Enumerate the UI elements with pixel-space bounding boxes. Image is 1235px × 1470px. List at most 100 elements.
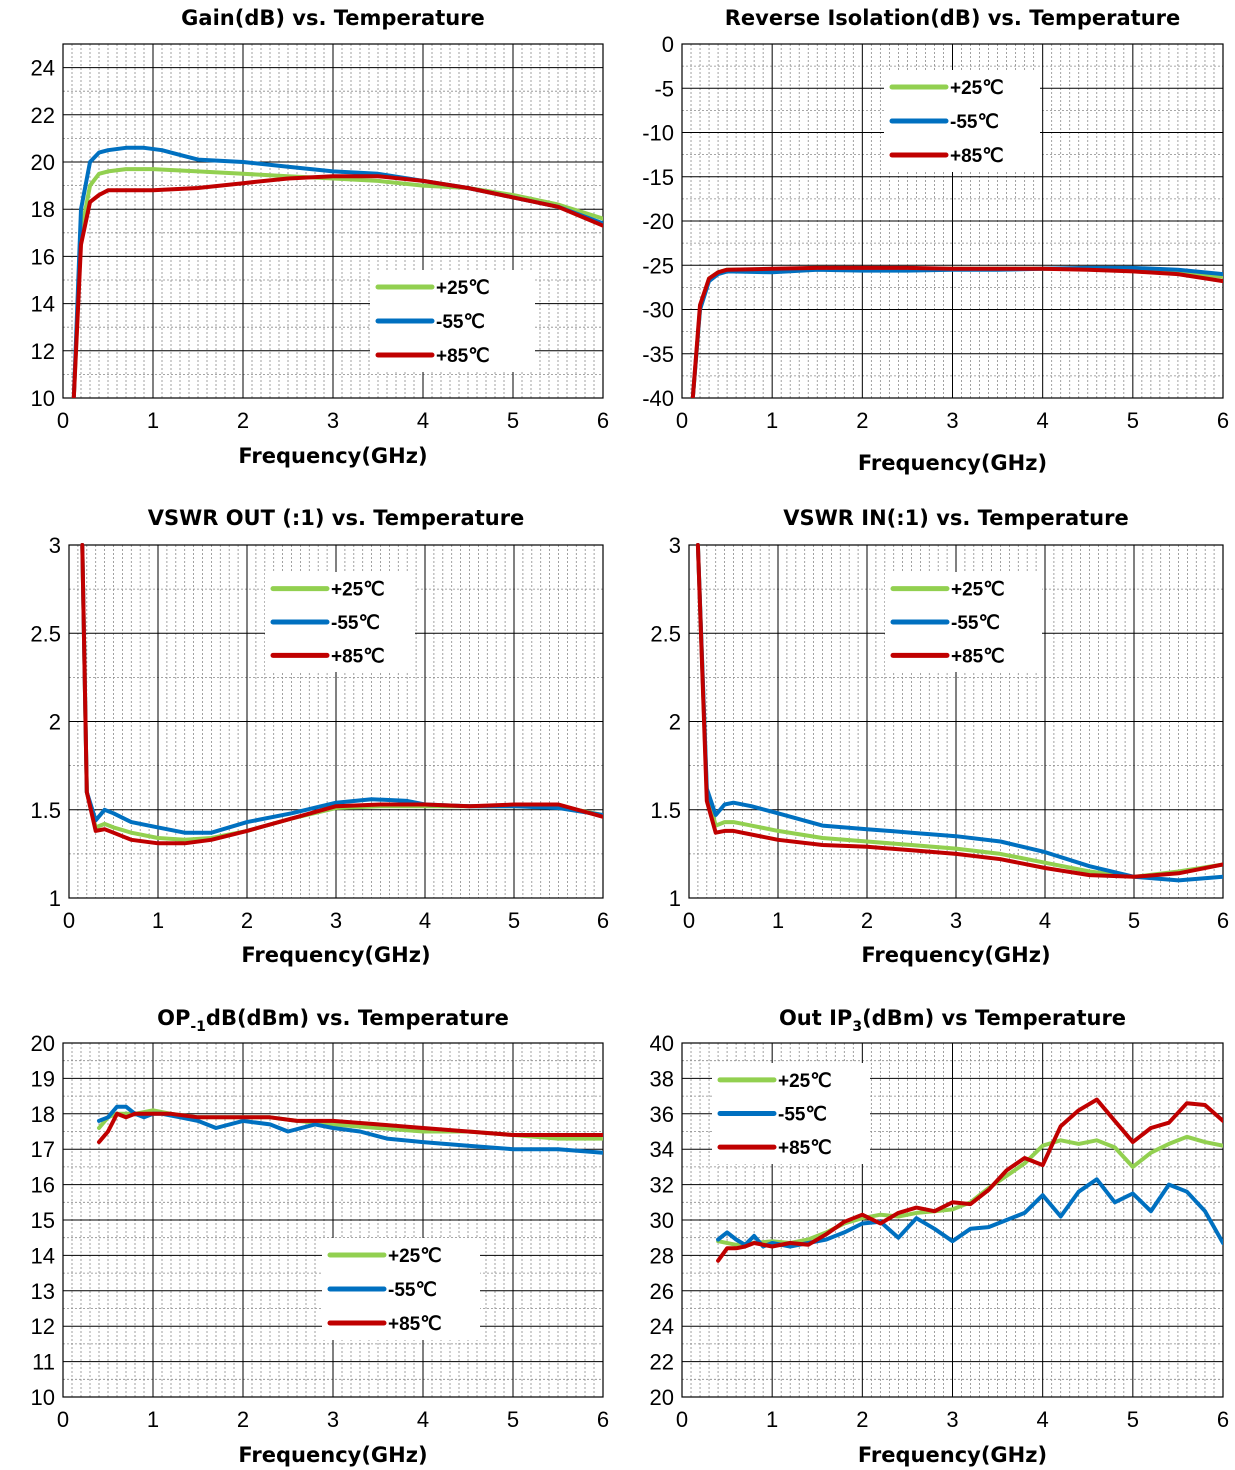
chart-2: Reverse Isolation(dB) vs. Temperature 0 1 2… bbox=[642, 6, 1229, 475]
x-tick-label: 2 bbox=[237, 408, 249, 433]
x-tick-label: 5 bbox=[1128, 908, 1140, 933]
legend-label: +25℃ bbox=[388, 1246, 442, 1267]
y-tick-label: 2 bbox=[669, 710, 681, 735]
y-tick-label: 28 bbox=[650, 1243, 674, 1268]
legend-label: +85℃ bbox=[950, 146, 1004, 167]
chart-title: Reverse Isolation(dB) vs. Temperature bbox=[725, 6, 1181, 30]
legend-label: -55℃ bbox=[951, 613, 1000, 634]
chart-title: VSWR IN(:1) vs. Temperature bbox=[783, 506, 1128, 530]
y-tick-label: 10 bbox=[31, 1385, 55, 1410]
y-tick-label: 38 bbox=[650, 1066, 674, 1091]
y-tick-label: 2.5 bbox=[650, 621, 681, 646]
x-tick-label: 4 bbox=[417, 408, 429, 433]
plot-frame bbox=[62, 43, 604, 399]
series-line-3 bbox=[690, 265, 1223, 398]
series-line-2 bbox=[97, 1104, 603, 1155]
plot-frame bbox=[62, 1042, 604, 1398]
x-tick-label: 4 bbox=[1039, 908, 1051, 933]
y-tick-label: 34 bbox=[650, 1137, 674, 1162]
legend-label: +25℃ bbox=[951, 580, 1005, 601]
x-tick-label: 1 bbox=[766, 1407, 778, 1432]
x-tick-label: 0 bbox=[57, 1407, 69, 1432]
y-tick-label: 14 bbox=[31, 292, 55, 317]
x-tick-label: 6 bbox=[1217, 408, 1229, 433]
x-axis-label: Frequency(GHz) bbox=[238, 1443, 427, 1467]
y-tick-label: 10 bbox=[31, 386, 55, 411]
x-tick-label: 6 bbox=[597, 408, 609, 433]
y-tick-label: 1.5 bbox=[650, 798, 681, 823]
series-line-3 bbox=[695, 543, 1223, 879]
y-tick-label: 2.5 bbox=[30, 621, 61, 646]
y-tick-label: 19 bbox=[31, 1066, 55, 1091]
x-tick-label: 5 bbox=[1127, 408, 1139, 433]
legend-label: +25℃ bbox=[331, 580, 385, 601]
chart-title: VSWR OUT (:1) vs. Temperature bbox=[148, 506, 525, 530]
legend-label: -55℃ bbox=[436, 312, 485, 333]
y-tick-label: 2 bbox=[49, 710, 61, 735]
chart-title: OP-1dB(dBm) vs. Temperature bbox=[157, 1006, 509, 1035]
x-tick-label: 5 bbox=[1127, 1407, 1139, 1432]
x-tick-label: 4 bbox=[1037, 1407, 1049, 1432]
y-tick-label: -25 bbox=[642, 253, 674, 278]
legend-label: -55℃ bbox=[388, 1280, 437, 1301]
y-tick-label: 32 bbox=[650, 1173, 674, 1198]
y-tick-label: 16 bbox=[31, 1173, 55, 1198]
y-tick-label: -20 bbox=[642, 209, 674, 234]
x-axis-label: Frequency(GHz) bbox=[858, 451, 1047, 475]
x-tick-label: 4 bbox=[419, 908, 431, 933]
x-tick-label: 2 bbox=[241, 908, 253, 933]
y-tick-label: 18 bbox=[31, 1102, 55, 1127]
y-tick-label: -5 bbox=[654, 76, 674, 101]
y-tick-label: -15 bbox=[642, 165, 674, 190]
x-tick-label: 0 bbox=[676, 1407, 688, 1432]
x-tick-label: 2 bbox=[861, 908, 873, 933]
x-tick-label: 5 bbox=[508, 908, 520, 933]
x-tick-label: 6 bbox=[597, 908, 609, 933]
x-tick-label: 1 bbox=[772, 908, 784, 933]
x-tick-label: 6 bbox=[1217, 908, 1229, 933]
y-tick-label: 24 bbox=[31, 56, 55, 81]
y-tick-label: 12 bbox=[31, 339, 55, 364]
y-tick-label: -40 bbox=[642, 386, 674, 411]
x-tick-label: 2 bbox=[856, 1407, 868, 1432]
chart-title: Gain(dB) vs. Temperature bbox=[181, 6, 485, 30]
y-tick-label: 1.5 bbox=[30, 798, 61, 823]
plot-frame bbox=[681, 1042, 1224, 1398]
x-tick-label: 2 bbox=[856, 408, 868, 433]
x-axis-label: Frequency(GHz) bbox=[861, 943, 1050, 967]
y-tick-label: 22 bbox=[650, 1350, 674, 1375]
x-tick-label: 1 bbox=[152, 908, 164, 933]
y-tick-label: 15 bbox=[31, 1208, 55, 1233]
y-tick-label: 17 bbox=[31, 1137, 55, 1162]
series-line-3 bbox=[80, 543, 603, 846]
y-tick-label: 20 bbox=[650, 1385, 674, 1410]
y-tick-label: 20 bbox=[31, 150, 55, 175]
x-axis-label: Frequency(GHz) bbox=[238, 444, 427, 468]
legend-label: +85℃ bbox=[388, 1314, 442, 1335]
y-tick-label: 13 bbox=[31, 1279, 55, 1304]
legend-label: +85℃ bbox=[436, 346, 490, 367]
legend-label: +25℃ bbox=[436, 278, 490, 299]
y-tick-label: 24 bbox=[650, 1314, 674, 1339]
series-line-1 bbox=[695, 543, 1223, 879]
x-tick-label: 0 bbox=[683, 908, 695, 933]
x-tick-label: 1 bbox=[147, 1407, 159, 1432]
y-tick-label: 14 bbox=[31, 1243, 55, 1268]
x-tick-label: 4 bbox=[1037, 408, 1049, 433]
plot-frame bbox=[681, 43, 1224, 399]
x-tick-label: 1 bbox=[147, 408, 159, 433]
legend-label: -55℃ bbox=[331, 613, 380, 634]
y-tick-label: -30 bbox=[642, 298, 674, 323]
x-tick-label: 3 bbox=[327, 408, 339, 433]
y-tick-label: 3 bbox=[669, 533, 681, 558]
y-tick-label: 3 bbox=[49, 533, 61, 558]
x-tick-label: 3 bbox=[330, 908, 342, 933]
x-axis-label: Frequency(GHz) bbox=[241, 943, 430, 967]
y-tick-label: 26 bbox=[650, 1279, 674, 1304]
plot-frame bbox=[688, 544, 1224, 899]
series-line-3 bbox=[97, 1111, 603, 1145]
